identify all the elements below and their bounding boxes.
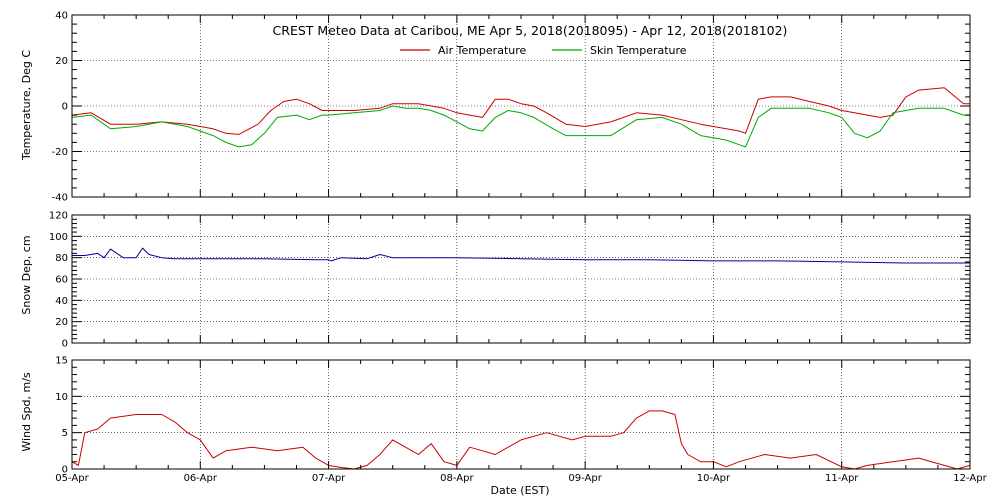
snow-series-line-0 (72, 247, 970, 264)
xtick-label: 05-Apr (55, 473, 89, 484)
snow-ytick-label: 60 (55, 275, 68, 286)
temperature-ytick-label: 0 (62, 102, 68, 113)
xtick-label: 06-Apr (184, 473, 218, 484)
xtick-label: 07-Apr (312, 473, 346, 484)
x-axis-label: Date (EST) (490, 484, 549, 497)
snow-ytick-label: 0 (62, 339, 68, 350)
wind-series-line-0 (71, 410, 971, 470)
temperature-ytick-label: 40 (55, 11, 68, 22)
text-layer: CREST Meteo Data at Caribou, ME Apr 5, 2… (20, 11, 988, 498)
snow-ytick-label: 40 (55, 296, 68, 307)
wind-ytick-label: 5 (62, 428, 68, 439)
wind-ytick-label: 0 (62, 465, 68, 476)
wind-panel-frame (71, 359, 971, 470)
xtick-label: 10-Apr (697, 473, 731, 484)
xtick-label: 08-Apr (440, 473, 474, 484)
xtick-label: 09-Apr (568, 473, 602, 484)
xtick-label: 11-Apr (825, 473, 859, 484)
wind-ytick-label: 15 (55, 356, 68, 367)
temperature-panel-frame (71, 14, 971, 198)
chart-title: CREST Meteo Data at Caribou, ME Apr 5, 2… (273, 23, 788, 38)
temperature-ytick-label: -40 (52, 193, 68, 204)
snow-ylabel: Snow Dep, cm (20, 235, 33, 314)
snow-ytick-label: 120 (49, 211, 68, 222)
snow-ytick-label: 80 (55, 253, 68, 264)
temperature-ytick-label: 20 (55, 56, 68, 67)
wind-ytick-label: 10 (55, 392, 68, 403)
tick-layer (71, 14, 971, 470)
legend-air-label: Air Temperature (438, 44, 527, 57)
snow-ytick-label: 20 (55, 317, 68, 328)
temperature-ytick-label: -20 (52, 147, 68, 158)
snow-panel-frame (71, 214, 971, 344)
legend-skin-label: Skin Temperature (590, 44, 687, 57)
wind-ylabel: Wind Spd, m/s (20, 372, 33, 452)
temperature-series-line-1 (71, 105, 970, 148)
series-layer (71, 87, 971, 470)
temperature-ylabel: Temperature, Deg C (20, 50, 33, 161)
grid-layer (72, 15, 970, 469)
snow-ytick-label: 100 (49, 232, 68, 243)
xtick-label: 12-Apr (953, 473, 987, 484)
frame-layer (71, 14, 971, 470)
temperature-series-line-0 (71, 87, 970, 135)
